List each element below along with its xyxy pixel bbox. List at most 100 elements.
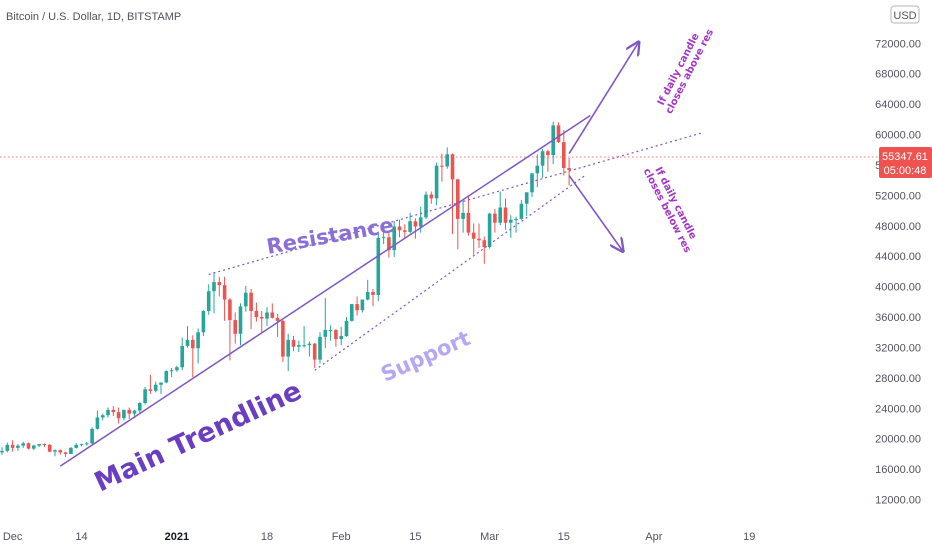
y-tick-label: 68000.00	[875, 69, 921, 81]
candle-body	[477, 238, 481, 241]
candle	[148, 374, 153, 394]
candle	[307, 341, 312, 357]
candle	[323, 298, 328, 349]
support-line[interactable]	[314, 175, 586, 371]
candle	[291, 336, 296, 352]
candle	[498, 191, 502, 226]
candle-body	[381, 237, 386, 239]
candle-body	[90, 428, 94, 444]
candle	[387, 231, 391, 258]
above-res-label: If daily candle closes above res	[656, 27, 716, 115]
candle	[116, 407, 121, 424]
candle	[429, 191, 434, 204]
candle-body	[106, 409, 110, 416]
candle	[514, 216, 518, 233]
resistance-label: Resistance	[265, 213, 396, 259]
candle-body	[434, 165, 439, 199]
candle	[482, 236, 487, 264]
candle	[312, 342, 317, 369]
candle-body	[238, 306, 243, 334]
candle-body	[58, 450, 63, 453]
candle	[185, 326, 190, 348]
candle	[487, 212, 492, 249]
candle	[259, 310, 264, 334]
candle	[26, 442, 31, 450]
candle-body	[471, 232, 476, 239]
candle-body	[360, 299, 365, 311]
candle	[540, 148, 545, 178]
candle	[238, 303, 243, 346]
candle	[164, 370, 169, 384]
candle	[371, 288, 375, 307]
candle	[318, 332, 322, 364]
candle	[159, 382, 163, 394]
candle-body	[334, 329, 338, 340]
candle	[90, 427, 94, 445]
candle-body	[365, 291, 370, 300]
candle	[180, 337, 184, 371]
candle-body	[111, 409, 116, 413]
candle	[206, 284, 211, 315]
candle	[270, 303, 275, 319]
projection-arrow[interactable]	[568, 43, 638, 154]
candle	[466, 195, 471, 236]
candle-body	[371, 291, 375, 295]
projection-arrow[interactable]	[568, 175, 622, 251]
candle-body	[249, 292, 253, 311]
candle	[397, 219, 402, 238]
candle-body	[567, 167, 571, 170]
price-axis[interactable]: 72000.0068000.0064000.0060000.0056000.00…	[875, 38, 921, 506]
resistance-line[interactable]	[208, 132, 702, 276]
candle-body	[95, 417, 100, 429]
candle-body	[312, 343, 317, 360]
candle	[567, 158, 571, 186]
candle	[445, 147, 449, 169]
price-box-value: 55347.61	[882, 151, 928, 163]
candle-body	[445, 154, 449, 167]
candle	[63, 451, 68, 457]
candle	[434, 162, 439, 206]
candle	[286, 333, 290, 372]
candle	[16, 444, 20, 451]
support-label: Support	[377, 326, 474, 387]
candle-body	[540, 151, 545, 166]
candle	[403, 224, 407, 239]
candle-body	[302, 345, 306, 347]
candle	[471, 223, 476, 255]
candle-body	[424, 194, 428, 218]
candle	[440, 153, 444, 182]
candle	[169, 368, 174, 378]
time-axis[interactable]: Dec 14 2021 18 Feb 15 Mar 15 Apr 19	[3, 531, 756, 543]
y-tick-label: 36000.00	[875, 312, 921, 324]
candle-body	[275, 317, 280, 321]
candle	[297, 340, 301, 353]
y-tick-label: 24000.00	[875, 403, 921, 415]
candle-body	[387, 237, 391, 251]
candle-body	[180, 345, 184, 368]
candle-body	[408, 221, 412, 232]
candle-body	[482, 240, 487, 248]
usd-badge[interactable]: USD	[890, 5, 920, 24]
candle	[350, 304, 354, 322]
candle-body	[519, 203, 524, 219]
candle-body	[466, 212, 471, 233]
candle	[530, 173, 534, 197]
main-trendline-label: Main Trendline	[90, 375, 307, 498]
candle-body	[16, 445, 20, 448]
candle	[408, 212, 412, 234]
candle	[344, 317, 349, 337]
candle-body	[63, 452, 68, 454]
candle-body	[323, 329, 328, 337]
candle-body	[450, 154, 455, 180]
candle	[58, 449, 63, 455]
candle-body	[191, 339, 195, 349]
trendlines[interactable]	[59, 43, 702, 467]
candle	[212, 272, 216, 314]
main-trendline-line[interactable]	[59, 114, 591, 467]
candle-body	[164, 371, 169, 383]
candle-body	[116, 412, 121, 419]
candle-body	[530, 173, 534, 193]
candle-body	[339, 336, 343, 340]
candle	[217, 276, 222, 297]
